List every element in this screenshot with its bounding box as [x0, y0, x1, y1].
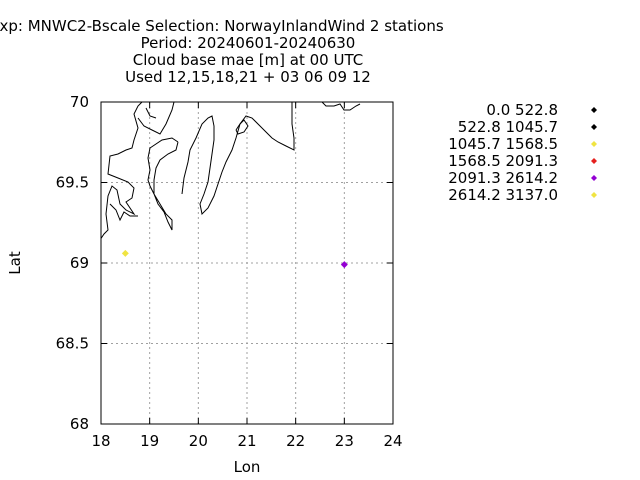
legend-marker [591, 175, 597, 181]
legend-label: 2091.3 2614.2 [448, 169, 558, 187]
x-tick-label: 18 [91, 432, 110, 450]
y-axis-label: Lat [6, 251, 24, 275]
legend-marker [591, 192, 597, 198]
y-tick-label: 69.5 [56, 174, 89, 192]
coastline-path-1 [101, 102, 143, 240]
coastline-path-6 [181, 102, 295, 216]
legend-marker [591, 141, 597, 147]
coastline-path-8 [321, 102, 361, 111]
y-tick-label: 70 [70, 93, 89, 111]
coastline-path-4 [145, 107, 157, 119]
x-tick-label: 19 [140, 432, 159, 450]
legend-label: 0.0 522.8 [486, 101, 558, 119]
coastline-path-7 [235, 119, 249, 135]
x-tick-label: 23 [335, 432, 354, 450]
legend-label: 2614.2 3137.0 [448, 186, 558, 204]
x-axis-ticks: 18 19 20 21 22 23 24 [91, 102, 403, 450]
y-axis-ticks: 68 68.5 69 69.5 70 [56, 93, 393, 433]
station-point [340, 261, 348, 269]
x-tick-label: 24 [383, 432, 402, 450]
legend-label: 1045.7 1568.5 [448, 135, 558, 153]
legend-label: 1568.5 2091.3 [448, 152, 558, 170]
x-axis-label: Lon [234, 458, 261, 476]
chart-title-line-2: Period: 20240601-20240630 [141, 34, 356, 52]
legend-marker [591, 158, 597, 164]
grid [101, 102, 393, 424]
chart-title-line-4: Used 12,15,18,21 + 03 06 09 12 [125, 68, 371, 86]
station-points [121, 249, 348, 269]
chart-title: Exp: MNWC2-Bscale Selection: NorwayInlan… [0, 17, 444, 86]
x-tick-label: 20 [189, 432, 208, 450]
legend-marker [591, 107, 597, 113]
x-tick-label: 21 [237, 432, 256, 450]
coastline-path-2 [109, 203, 138, 222]
coastline-path-5 [147, 137, 179, 231]
chart-title-line-3: Cloud base mae [m] at 00 UTC [133, 51, 363, 69]
coastline-path-3 [137, 102, 175, 135]
coastline-map [101, 102, 361, 240]
chart-title-line-1: Exp: MNWC2-Bscale Selection: NorwayInlan… [0, 17, 444, 35]
y-tick-label: 68 [70, 415, 89, 433]
legend-marker [591, 124, 597, 130]
legend-label: 522.8 1045.7 [458, 118, 558, 136]
x-tick-label: 22 [286, 432, 305, 450]
station-point [121, 249, 129, 257]
y-tick-label: 68.5 [56, 335, 89, 353]
y-tick-label: 69 [70, 254, 89, 272]
